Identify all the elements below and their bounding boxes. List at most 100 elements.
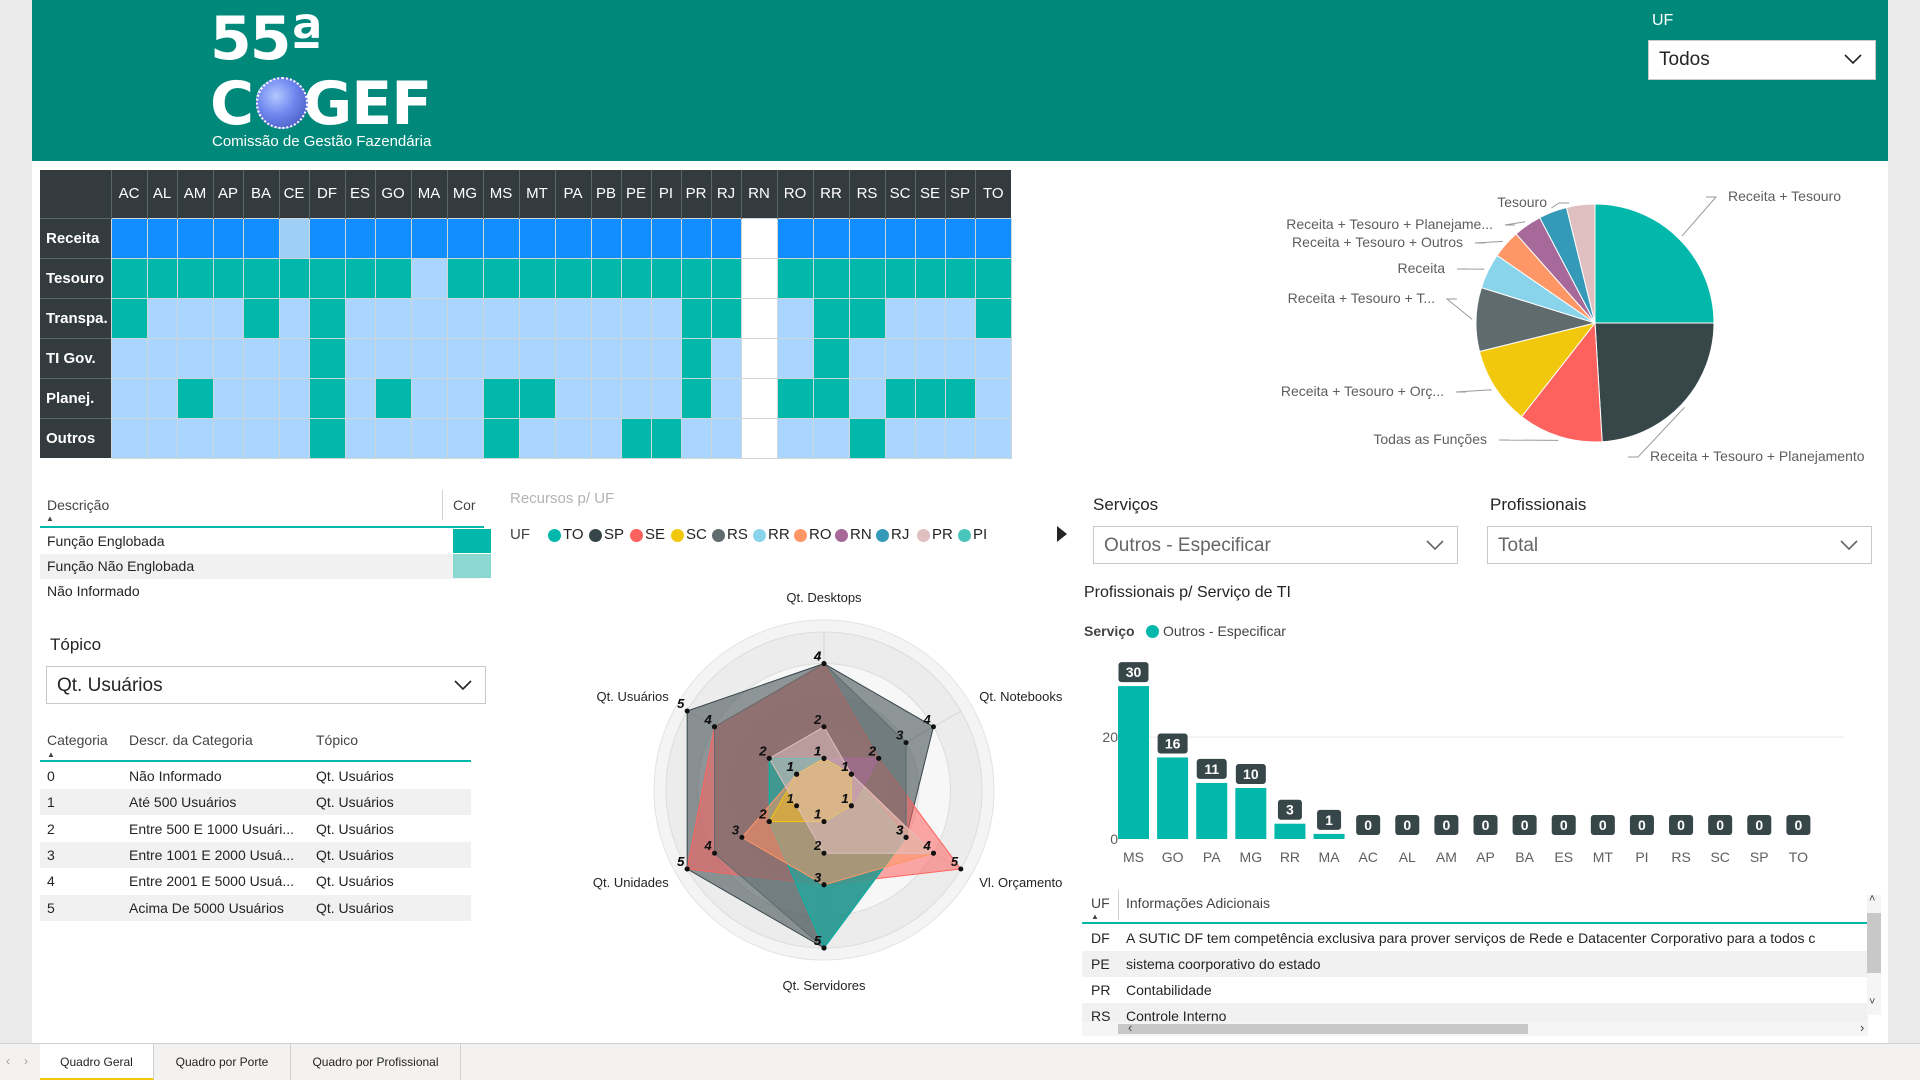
matrix-cell[interactable] [620, 217, 652, 259]
matrix-cell[interactable] [710, 417, 742, 459]
matrix-cell[interactable] [374, 257, 412, 299]
matrix-cell[interactable] [884, 297, 916, 339]
matrix-cell[interactable] [308, 337, 346, 379]
matrix-cell[interactable] [146, 337, 178, 379]
matrix-cell[interactable] [242, 217, 280, 259]
bar[interactable] [1274, 823, 1306, 839]
matrix-cell[interactable] [176, 297, 214, 339]
matrix-cell[interactable] [740, 257, 778, 299]
matrix-cell[interactable] [944, 257, 976, 299]
matrix-cell[interactable] [740, 417, 778, 459]
matrix-cell[interactable] [590, 377, 622, 419]
matrix-cell[interactable] [914, 337, 946, 379]
matrix-cell[interactable] [650, 297, 682, 339]
matrix-cell[interactable] [776, 417, 814, 459]
topico-dropdown[interactable]: Qt. Usuários [46, 666, 486, 704]
radar-legend-item[interactable]: SC [686, 526, 707, 543]
matrix-cell[interactable] [812, 337, 850, 379]
matrix-cell[interactable] [344, 257, 376, 299]
matrix-cell[interactable] [446, 257, 484, 299]
matrix-cell[interactable] [974, 337, 1012, 379]
matrix-cell[interactable] [518, 417, 556, 459]
vertical-scrollbar[interactable]: ˄ ˅ [1867, 893, 1881, 1015]
matrix-cell[interactable] [914, 217, 946, 259]
radar-legend-item[interactable]: RS [727, 526, 748, 543]
matrix-cell[interactable] [518, 257, 556, 299]
matrix-cell[interactable] [776, 257, 814, 299]
matrix-cell[interactable] [740, 217, 778, 259]
matrix-cell[interactable] [308, 257, 346, 299]
matrix-cell[interactable] [110, 297, 148, 339]
matrix-cell[interactable] [680, 377, 712, 419]
matrix-cell[interactable] [374, 417, 412, 459]
scrollbar-thumb[interactable] [1118, 1024, 1528, 1034]
matrix-cell[interactable] [212, 337, 244, 379]
matrix-cell[interactable] [446, 337, 484, 379]
radar-legend-item[interactable]: RN [850, 526, 872, 543]
matrix-cell[interactable] [176, 377, 214, 419]
matrix-cell[interactable] [146, 217, 178, 259]
matrix-cell[interactable] [176, 217, 214, 259]
matrix-cell[interactable] [146, 257, 178, 299]
sort-arrow-icon[interactable]: ▲ [1091, 912, 1099, 921]
pie-slice[interactable] [1520, 321, 1603, 443]
matrix-cell[interactable] [482, 257, 520, 299]
radar-legend-item[interactable]: RJ [891, 526, 910, 543]
matrix-cell[interactable] [812, 377, 850, 419]
matrix-cell[interactable] [554, 297, 592, 339]
matrix-cell[interactable] [146, 297, 178, 339]
matrix-cell[interactable] [590, 297, 622, 339]
matrix-cell[interactable] [446, 377, 484, 419]
matrix-cell[interactable] [812, 417, 850, 459]
matrix-cell[interactable] [518, 217, 556, 259]
matrix-cell[interactable] [110, 337, 148, 379]
scroll-up-icon[interactable]: ˄ [1869, 893, 1876, 905]
matrix-cell[interactable] [680, 297, 712, 339]
matrix-cell[interactable] [374, 377, 412, 419]
matrix-cell[interactable] [410, 217, 448, 259]
bar[interactable] [1235, 788, 1267, 839]
uf-filter-dropdown[interactable]: Todos [1648, 40, 1876, 80]
matrix-cell[interactable] [410, 377, 448, 419]
matrix-cell[interactable] [308, 297, 346, 339]
radar-legend-item[interactable]: SP [604, 526, 625, 543]
matrix-cell[interactable] [446, 417, 484, 459]
matrix-cell[interactable] [446, 217, 484, 259]
matrix-cell[interactable] [242, 257, 280, 299]
scroll-left-icon[interactable]: ‹ [1128, 1020, 1133, 1035]
matrix-cell[interactable] [620, 257, 652, 299]
matrix-cell[interactable] [374, 337, 412, 379]
play-arrow-icon[interactable] [1056, 526, 1068, 542]
matrix-cell[interactable] [944, 337, 976, 379]
scroll-right-icon[interactable]: › [1860, 1020, 1865, 1035]
matrix-cell[interactable] [776, 377, 814, 419]
matrix-cell[interactable] [212, 257, 244, 299]
matrix-cell[interactable] [848, 337, 886, 379]
matrix-cell[interactable] [110, 217, 148, 259]
matrix-cell[interactable] [374, 217, 412, 259]
matrix-cell[interactable] [308, 417, 346, 459]
matrix-cell[interactable] [554, 377, 592, 419]
matrix-cell[interactable] [410, 417, 448, 459]
matrix-cell[interactable] [740, 337, 778, 379]
matrix-cell[interactable] [884, 417, 916, 459]
tab-quadro-por-porte[interactable]: Quadro por Porte [154, 1044, 291, 1080]
matrix-cell[interactable] [776, 217, 814, 259]
matrix-cell[interactable] [374, 297, 412, 339]
sort-arrow-icon[interactable]: ▲ [46, 514, 54, 523]
matrix-cell[interactable] [680, 217, 712, 259]
matrix-cell[interactable] [650, 337, 682, 379]
matrix-cell[interactable] [914, 257, 946, 299]
matrix-cell[interactable] [848, 257, 886, 299]
matrix-cell[interactable] [620, 377, 652, 419]
matrix-cell[interactable] [944, 417, 976, 459]
bar[interactable] [1196, 782, 1228, 839]
matrix-cell[interactable] [620, 417, 652, 459]
matrix-cell[interactable] [410, 337, 448, 379]
matrix-cell[interactable] [344, 417, 376, 459]
matrix-cell[interactable] [518, 337, 556, 379]
matrix-cell[interactable] [176, 337, 214, 379]
matrix-cell[interactable] [944, 297, 976, 339]
matrix-cell[interactable] [590, 337, 622, 379]
matrix-cell[interactable] [848, 297, 886, 339]
